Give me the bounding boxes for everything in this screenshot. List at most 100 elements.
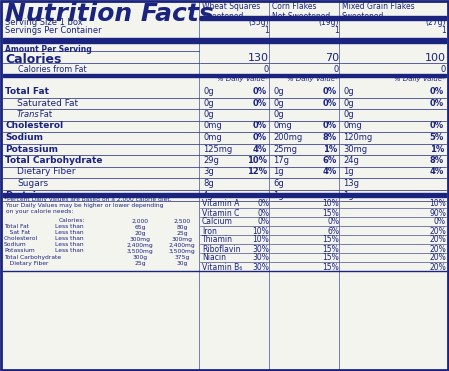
Text: Less than: Less than [55,230,84,236]
Text: 0: 0 [334,65,339,74]
Text: 20%: 20% [429,253,446,263]
Text: Dietary Fiber: Dietary Fiber [17,167,75,177]
Text: 15%: 15% [322,253,339,263]
Text: Wheat Squares
Sweetened: Wheat Squares Sweetened [202,2,260,22]
Text: 10%: 10% [252,227,269,236]
Text: Less than: Less than [55,243,84,247]
Text: Sodium: Sodium [5,133,43,142]
Text: Potassium: Potassium [5,144,58,154]
Text: 6%: 6% [327,227,339,236]
Text: 13g: 13g [343,179,359,188]
Text: Riboflavin: Riboflavin [202,244,241,253]
Text: Vitamin C: Vitamin C [202,209,239,217]
Text: 30%: 30% [252,244,269,253]
Text: 30%: 30% [252,253,269,263]
Text: 2,400mg: 2,400mg [169,243,195,247]
Text: Vitamin B₆: Vitamin B₆ [202,263,242,272]
Text: Sugars: Sugars [17,179,48,188]
Text: 0%: 0% [253,87,267,96]
Text: 30g: 30g [176,260,188,266]
Text: 65g: 65g [134,224,146,230]
Text: Nutrition Facts: Nutrition Facts [5,2,214,26]
Text: 24g: 24g [343,156,359,165]
Text: 15%: 15% [322,244,339,253]
Text: Less than: Less than [55,236,84,242]
Text: 3g: 3g [203,167,214,177]
Text: 1g: 1g [343,167,354,177]
Text: 1%: 1% [323,144,337,154]
Text: 1g: 1g [273,190,284,200]
Text: 25g: 25g [134,260,146,266]
Text: 2,500: 2,500 [173,219,190,223]
Text: Calories: Calories [5,53,62,66]
Text: Servings Per Container: Servings Per Container [5,26,101,35]
Text: 0%: 0% [257,209,269,217]
Text: 1: 1 [441,26,446,35]
Text: 25mg: 25mg [273,144,297,154]
Text: Iron: Iron [202,227,217,236]
Text: 2,000: 2,000 [132,219,149,223]
Text: Cholesterol: Cholesterol [4,236,38,242]
Text: % Daily Value*: % Daily Value* [394,76,446,82]
Text: 90%: 90% [429,209,446,217]
Text: Vitamin A: Vitamin A [202,200,239,209]
Text: 1g: 1g [343,190,354,200]
Text: 6%: 6% [323,156,337,165]
Text: Sodium: Sodium [4,243,27,247]
Text: 0mg: 0mg [203,133,222,142]
Text: 1g: 1g [273,167,284,177]
Text: 0g: 0g [273,87,284,96]
Text: 0: 0 [441,65,446,74]
Text: Total Fat: Total Fat [5,87,49,96]
Text: 12%: 12% [247,167,267,177]
Text: 1%: 1% [430,144,444,154]
Text: 0mg: 0mg [343,121,362,131]
Bar [340,16,446,20]
Text: 20%: 20% [429,263,446,272]
Text: 0g: 0g [343,98,354,108]
Text: 20g: 20g [134,230,146,236]
Text: 300mg: 300mg [172,236,193,242]
Text: Total Fat: Total Fat [4,224,29,230]
Text: 300g: 300g [132,255,148,259]
Text: 30mg: 30mg [343,144,367,154]
Text: 3,500mg: 3,500mg [169,249,195,253]
Text: Protein: Protein [5,190,42,200]
Text: Cholesterol: Cholesterol [5,121,63,131]
Text: 80g: 80g [176,224,188,230]
Text: 120mg: 120mg [343,133,372,142]
Text: 25g: 25g [176,230,188,236]
Text: 30%: 30% [252,263,269,272]
Text: 1: 1 [264,26,269,35]
Text: Potassium: Potassium [4,249,35,253]
Text: on your calorie needs:: on your calorie needs: [4,210,73,214]
Text: 200mg: 200mg [273,133,302,142]
Text: 0%: 0% [430,98,444,108]
Text: 0g: 0g [273,110,284,119]
Text: 15%: 15% [322,263,339,272]
Text: 300mg: 300mg [129,236,150,242]
Text: Thiamin: Thiamin [202,236,233,244]
Bar [3,74,446,77]
Text: 130: 130 [248,53,269,63]
Text: Trans: Trans [17,110,40,119]
Text: 8%: 8% [430,156,444,165]
Text: 1: 1 [334,26,339,35]
Text: 0: 0 [264,65,269,74]
Text: 0g: 0g [203,98,214,108]
Text: 0mg: 0mg [273,121,292,131]
Text: 100: 100 [425,53,446,63]
Text: 4%: 4% [253,144,267,154]
Text: 29g: 29g [203,156,219,165]
Bar [200,16,270,20]
Text: 0%: 0% [323,87,337,96]
Text: 20%: 20% [429,236,446,244]
Text: Calories from Fat: Calories from Fat [18,65,87,74]
Text: (19g): (19g) [318,18,339,27]
Text: 0g: 0g [343,87,354,96]
Text: Mixed Grain Flakes
Sweetened: Mixed Grain Flakes Sweetened [342,2,414,22]
Text: *Percent Daily Values are based on a 2,000 calorie diet.: *Percent Daily Values are based on a 2,0… [4,197,172,203]
Text: Total Carbohydrate: Total Carbohydrate [4,255,61,259]
Text: Niacin: Niacin [202,253,226,263]
Text: 70: 70 [325,53,339,63]
